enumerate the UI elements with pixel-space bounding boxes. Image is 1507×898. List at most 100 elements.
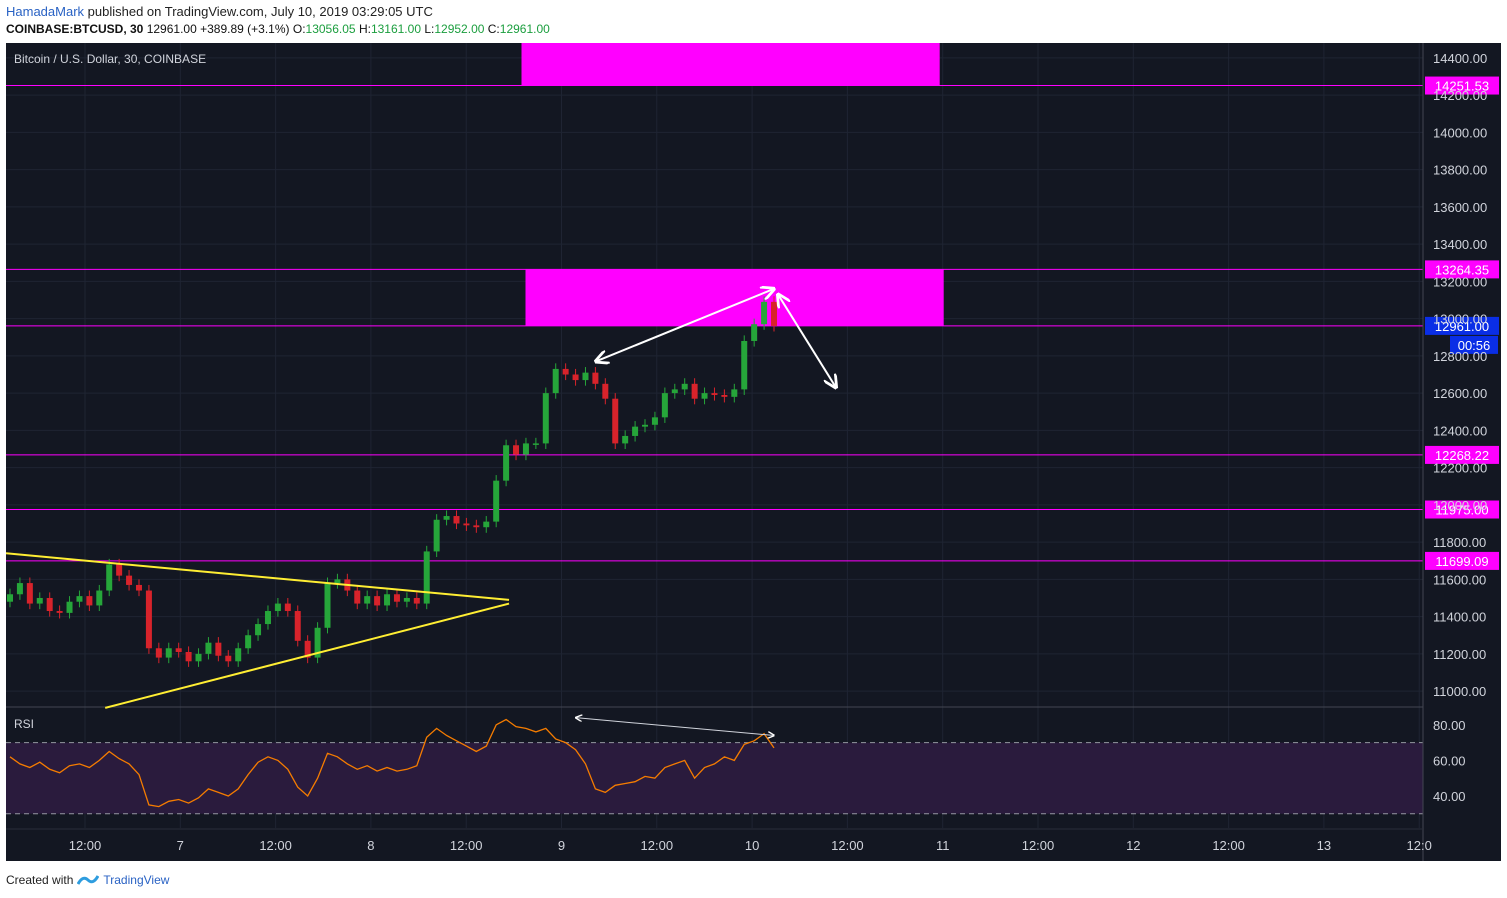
rsi-tick-label: 40.00: [1433, 789, 1466, 804]
candle-body: [413, 597, 420, 604]
price-tick-label: 14000.00: [1433, 125, 1487, 140]
candle-body: [185, 651, 192, 662]
candle-body: [483, 521, 490, 528]
candle-body: [542, 393, 549, 444]
time-tick-label: 12:00: [69, 838, 102, 853]
candle-body: [493, 480, 500, 522]
price-tick-label: 11000.00: [1433, 684, 1486, 699]
price-tick-label: 12600.00: [1433, 386, 1487, 401]
candle-body: [304, 640, 311, 658]
candle-body: [245, 635, 252, 649]
candle-body: [622, 435, 629, 444]
candle-body: [403, 597, 410, 602]
author-link[interactable]: HamadaMark: [6, 4, 85, 19]
candle-body: [155, 648, 162, 658]
candle-body: [423, 551, 430, 604]
tradingview-link[interactable]: TradingView: [103, 873, 170, 887]
candle-body: [374, 596, 381, 606]
price-tick-label: 11800.00: [1433, 535, 1486, 550]
rsi-divergence-line: [576, 718, 774, 736]
time-tick-label: 12:00: [641, 838, 674, 853]
candle-body: [46, 597, 53, 612]
candle-body: [473, 525, 480, 528]
low-value: 12952.00: [434, 22, 485, 36]
candle-body: [503, 445, 510, 481]
price-tick-label: 11200.00: [1433, 647, 1486, 662]
published-text: published on TradingView.com, July 10, 2…: [87, 4, 433, 19]
ohlc-line: COINBASE:BTCUSD, 30 12961.00 +389.89 (+3…: [6, 22, 550, 36]
footer: Created with TradingView: [6, 873, 169, 887]
divergence-arrow: [596, 289, 774, 362]
publisher-line: HamadaMark published on TradingView.com,…: [6, 4, 433, 19]
candle-body: [255, 624, 262, 636]
time-tick-label: 12:00: [259, 838, 292, 853]
triangle-line: [6, 552, 510, 601]
rsi-tick-label: 60.00: [1433, 753, 1466, 768]
level-tag-label: 13264.35: [1435, 262, 1489, 277]
created-with-text: Created with: [6, 873, 74, 887]
candle-body: [731, 389, 738, 397]
candle-body: [572, 374, 579, 381]
last-price: 12961.00: [146, 22, 197, 36]
candle-body: [771, 301, 777, 326]
horizontal-levels: 14251.53 13264.35 12961.00 12268.22 11975.00…: [6, 76, 1499, 570]
projection-arrow: [778, 294, 836, 387]
close-value: 12961.00: [499, 22, 550, 36]
candle-body: [681, 383, 688, 390]
candle-body: [324, 583, 331, 628]
price-tick-label: 13000.00: [1433, 312, 1487, 327]
candle-body: [691, 383, 698, 399]
level-tag: [1425, 445, 1499, 464]
candles: [7, 296, 777, 667]
price-chart[interactable]: 14251.53 13264.35 12961.00 12268.22 11975.00…: [6, 43, 1501, 861]
level-tag: [1425, 316, 1499, 335]
candle-body: [96, 590, 103, 606]
price-tick-label: 14400.00: [1433, 51, 1487, 66]
price-tick-label: 12200.00: [1433, 461, 1487, 476]
low-label: L:: [424, 22, 435, 36]
level-tag: [1425, 76, 1499, 95]
annotation-arrows: [596, 289, 836, 388]
symbol-label: COINBASE:BTCUSD, 30: [6, 22, 144, 36]
candle-body: [433, 519, 440, 552]
time-tick-label: 9: [558, 838, 565, 853]
candle-body: [721, 394, 728, 397]
chart-title: Bitcoin / U.S. Dollar, 30, COINBASE: [14, 52, 206, 66]
candle-body: [264, 611, 271, 625]
candle-body: [284, 603, 291, 612]
level-tag: [1425, 260, 1499, 279]
candle-body: [552, 368, 559, 394]
candle-body: [661, 393, 668, 418]
level-tag-label: 12961.00: [1435, 319, 1489, 334]
rsi-tick-label: 80.00: [1433, 718, 1466, 733]
candle-body: [175, 648, 182, 652]
rsi-line: [9, 718, 775, 808]
candle-body: [642, 424, 649, 427]
candle-body: [7, 594, 13, 602]
time-tick-label: 12: [1126, 838, 1140, 853]
rsi-band: [6, 742, 1423, 814]
candle-body: [632, 426, 639, 436]
level-tag: [1425, 500, 1499, 519]
candle-body: [393, 594, 400, 602]
candle-body: [106, 564, 113, 591]
candle-body: [225, 655, 232, 662]
time-tick-label: 10: [745, 838, 759, 853]
countdown-label: 00:56: [1458, 338, 1491, 353]
price-axis-labels: 14400.00 14200.00 14000.00 13800.00 13600.00…: [1422, 43, 1487, 861]
price-tick-label: 12800.00: [1433, 349, 1487, 364]
candle-body: [701, 393, 708, 399]
candle-body: [205, 642, 212, 654]
time-tick-label: 12:0: [1407, 838, 1432, 853]
time-tick-label: 8: [367, 838, 374, 853]
time-tick-label: 11: [936, 838, 950, 853]
candle-body: [126, 575, 133, 585]
candle-body: [135, 584, 142, 591]
time-axis: 12:00 7 12:00 8 12:00 9 12:00 10 12:00 11 12:00 12 1…: [6, 828, 1432, 853]
candle-body: [334, 579, 341, 584]
candle-body: [532, 443, 539, 445]
close-label: C:: [487, 22, 500, 36]
candle-body: [751, 324, 758, 341]
candle-body: [145, 590, 152, 649]
open-value: 13056.05: [305, 22, 356, 36]
